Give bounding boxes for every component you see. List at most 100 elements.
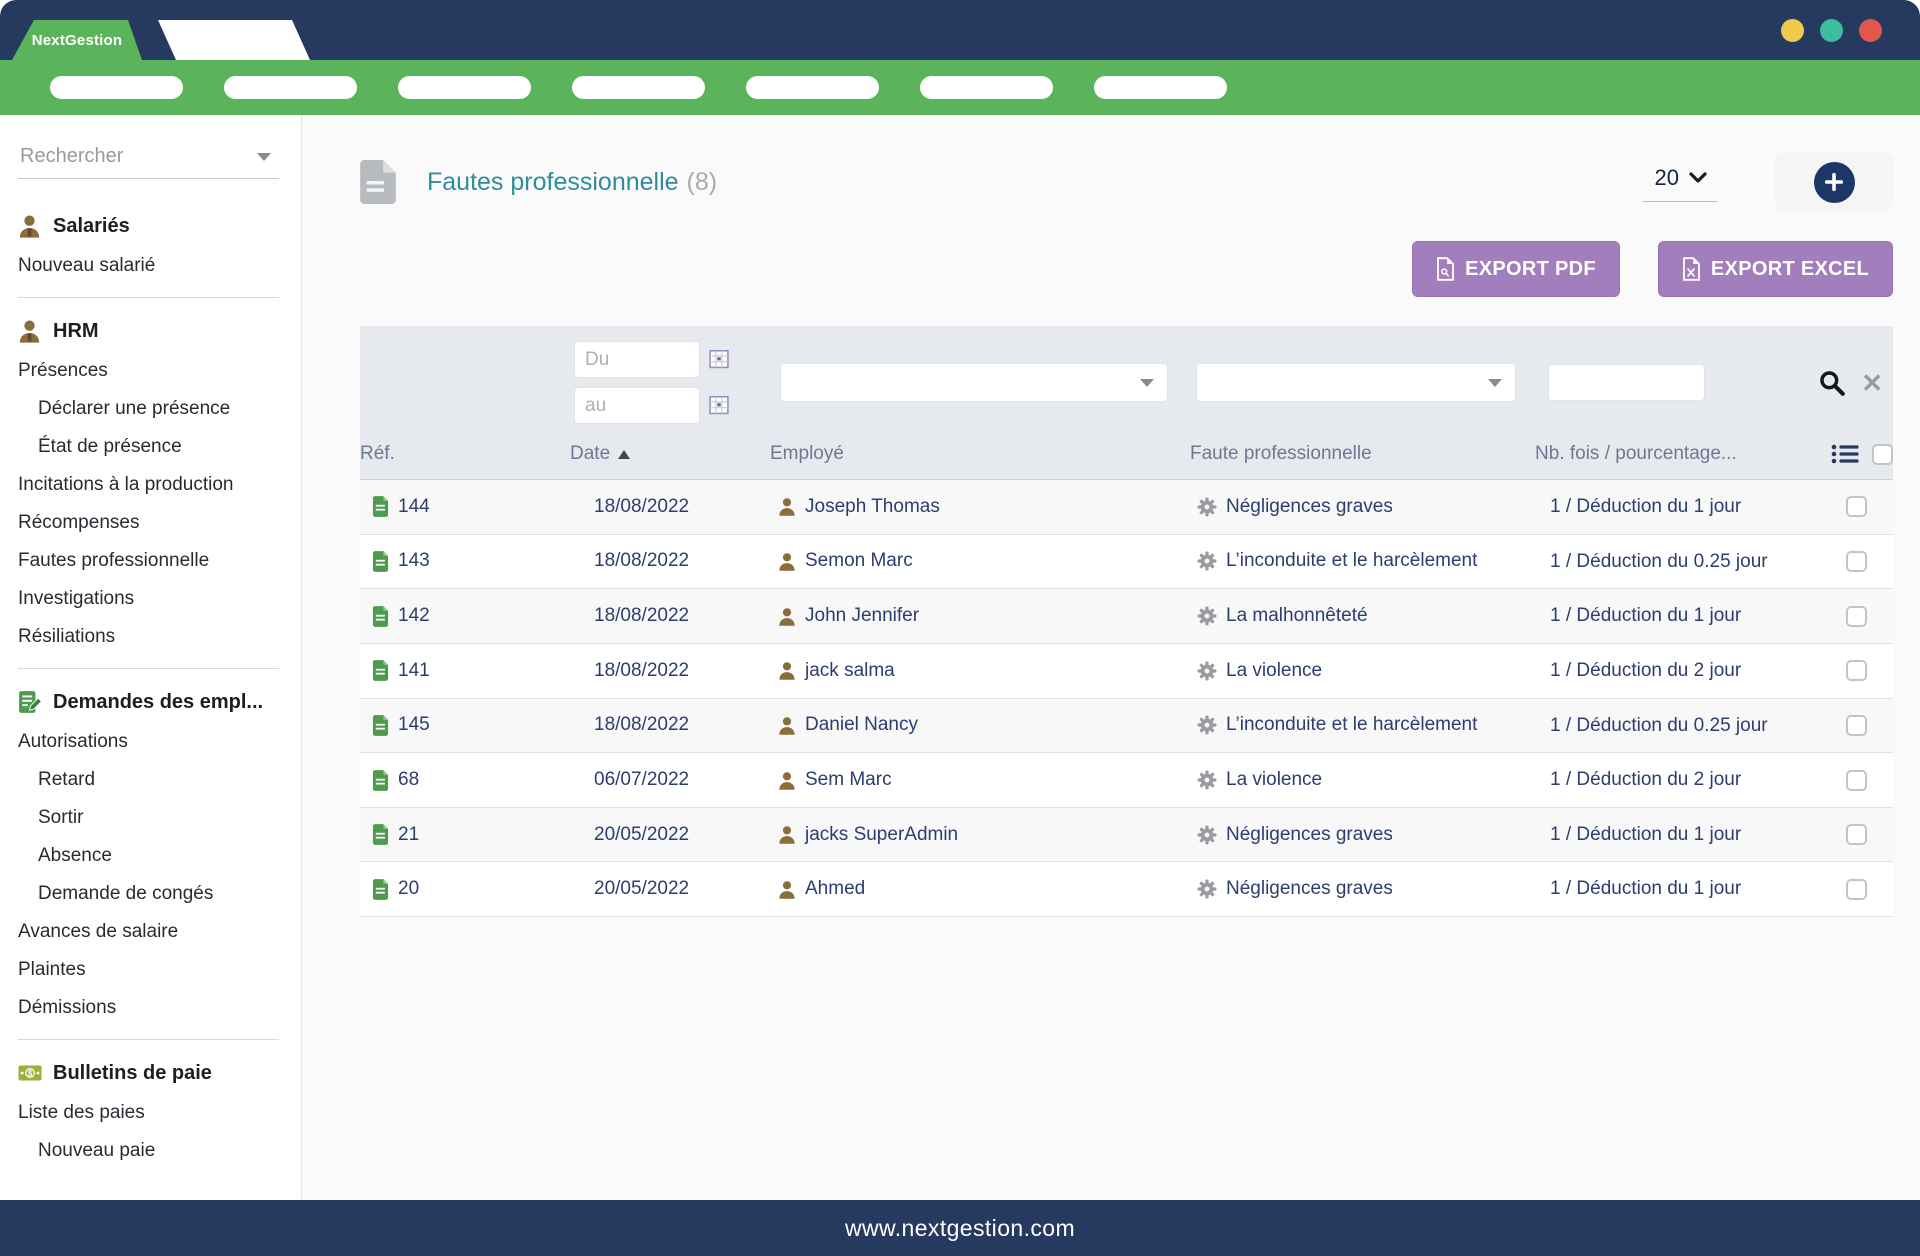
gear-icon	[1197, 879, 1217, 899]
sidebar-item[interactable]: Présences	[18, 360, 108, 381]
employee-link[interactable]: jack salma	[805, 659, 895, 681]
fault-link[interactable]: L’inconduite et le harcèlement	[1226, 550, 1478, 572]
fault-filter-select[interactable]	[1196, 363, 1516, 402]
search-input[interactable]: Rechercher	[18, 137, 279, 179]
ref-link[interactable]: 142	[398, 605, 430, 627]
nav-pill[interactable]	[572, 76, 705, 99]
person-icon	[778, 825, 796, 844]
sidebar-item[interactable]: Démissions	[18, 997, 117, 1018]
nav-pill[interactable]	[1094, 76, 1227, 99]
banknote-icon: $	[18, 1061, 42, 1085]
sidebar-item[interactable]: Nouveau salarié	[18, 255, 156, 276]
sidebar-item[interactable]: Autorisations	[18, 731, 128, 752]
column-header-fault[interactable]: Faute professionnelle	[1190, 437, 1535, 480]
fault-link[interactable]: La malhonnêteté	[1226, 605, 1368, 627]
ref-link[interactable]: 141	[398, 659, 430, 681]
employee-link[interactable]: jacks SuperAdmin	[805, 823, 959, 845]
sidebar-item[interactable]: Liste des paies	[18, 1102, 145, 1123]
column-header-date[interactable]: Date	[570, 437, 770, 480]
column-header-ref[interactable]: Réf.	[360, 437, 570, 480]
row-checkbox[interactable]	[1846, 878, 1867, 900]
employee-link[interactable]: Ahmed	[805, 878, 866, 900]
ref-link[interactable]: 68	[398, 769, 420, 791]
employee-link[interactable]: Daniel Nancy	[805, 714, 918, 736]
nav-pill[interactable]	[50, 76, 183, 99]
fault-link[interactable]: Négligences graves	[1226, 823, 1393, 845]
row-checkbox[interactable]	[1846, 660, 1867, 682]
sidebar-item[interactable]: État de présence	[38, 436, 182, 457]
row-checkbox[interactable]	[1846, 824, 1867, 846]
row-checkbox[interactable]	[1846, 605, 1867, 627]
sidebar-item[interactable]: Investigations	[18, 588, 135, 609]
sidebar-item[interactable]: Absence	[38, 845, 112, 866]
blank-tab[interactable]	[158, 20, 310, 60]
pdf-file-icon	[1436, 257, 1455, 281]
list-view-icon[interactable]	[1831, 443, 1859, 465]
column-header-employee[interactable]: Employé	[770, 437, 1190, 480]
green-file-icon	[372, 824, 389, 846]
export-pdf-button[interactable]: EXPORT PDF	[1412, 241, 1620, 297]
export-excel-button[interactable]: EXPORT EXCEL	[1657, 241, 1893, 297]
sidebar-item[interactable]: Sortir	[38, 807, 84, 828]
window-control-close[interactable]	[1859, 19, 1882, 42]
sidebar-section-header[interactable]: HRM	[18, 310, 301, 352]
fault-link[interactable]: Négligences graves	[1226, 878, 1393, 900]
employee-link[interactable]: Joseph Thomas	[805, 495, 940, 517]
select-all-checkbox[interactable]	[1872, 443, 1893, 465]
row-checkbox[interactable]	[1846, 714, 1867, 736]
date-from-input[interactable]	[574, 341, 700, 378]
window-control-maximize[interactable]	[1820, 19, 1843, 42]
fault-link[interactable]: L’inconduite et le harcèlement	[1226, 714, 1478, 736]
sidebar-item[interactable]: Déclarer une présence	[38, 398, 231, 419]
employee-link[interactable]: John Jennifer	[805, 605, 920, 627]
brand-tab[interactable]: NextGestion	[12, 20, 142, 60]
clear-filters-icon[interactable]: ✕	[1861, 367, 1883, 398]
sidebar: Rechercher Salariés Nouveau salarié HRM …	[0, 115, 302, 1200]
nav-pill[interactable]	[920, 76, 1053, 99]
window-control-minimize[interactable]	[1781, 19, 1804, 42]
fault-link[interactable]: La violence	[1226, 769, 1323, 791]
main-nav-bar	[0, 60, 1920, 115]
search-icon[interactable]	[1818, 369, 1846, 397]
calendar-icon[interactable]	[708, 395, 730, 417]
employee-link[interactable]: Sem Marc	[805, 769, 892, 791]
ref-link[interactable]: 143	[398, 550, 430, 572]
sidebar-section-header[interactable]: $ Bulletins de paie	[18, 1052, 301, 1094]
calendar-icon[interactable]	[708, 349, 730, 371]
times-cell: 1 / Déduction du 0.25 jour	[1550, 550, 1768, 572]
add-record-button[interactable]	[1775, 153, 1893, 211]
sidebar-item[interactable]: Incitations à la production	[18, 474, 234, 495]
page-size-select[interactable]: 20	[1642, 163, 1717, 202]
sidebar-section-header[interactable]: Demandes des empl...	[18, 681, 301, 723]
nav-pill[interactable]	[224, 76, 357, 99]
sidebar-item[interactable]: Plaintes	[18, 959, 86, 980]
sidebar-item[interactable]: Retard	[38, 769, 96, 790]
ref-link[interactable]: 21	[398, 823, 420, 845]
row-checkbox[interactable]	[1846, 550, 1867, 572]
employee-filter-select[interactable]	[780, 363, 1168, 402]
page-count: (8)	[686, 167, 718, 196]
times-filter-input[interactable]	[1548, 364, 1705, 401]
sidebar-item[interactable]: Récompenses	[18, 512, 140, 533]
fault-link[interactable]: La violence	[1226, 659, 1323, 681]
sidebar-item[interactable]: Demande de congés	[38, 883, 214, 904]
person-icon	[778, 497, 796, 517]
row-checkbox[interactable]	[1846, 769, 1867, 791]
ref-link[interactable]: 144	[398, 495, 430, 517]
date-to-input[interactable]	[574, 387, 700, 424]
employee-link[interactable]: Semon Marc	[805, 550, 913, 572]
sidebar-item[interactable]: Résiliations	[18, 626, 116, 647]
fault-link[interactable]: Négligences graves	[1226, 495, 1393, 517]
sidebar-item[interactable]: Fautes professionnelle	[18, 550, 210, 571]
ref-link[interactable]: 20	[398, 878, 420, 900]
gear-icon	[1197, 715, 1217, 735]
sidebar-item[interactable]: Nouveau paie	[38, 1140, 156, 1161]
row-checkbox[interactable]	[1846, 496, 1867, 518]
ref-link[interactable]: 145	[398, 714, 430, 736]
sidebar-item[interactable]: Avances de salaire	[18, 921, 179, 942]
column-header-times[interactable]: Nb. fois / pourcentage...	[1535, 437, 1790, 480]
nav-pill[interactable]	[746, 76, 879, 99]
doc-pencil-icon	[18, 690, 42, 714]
sidebar-section-header[interactable]: Salariés	[18, 205, 301, 247]
nav-pill[interactable]	[398, 76, 531, 99]
